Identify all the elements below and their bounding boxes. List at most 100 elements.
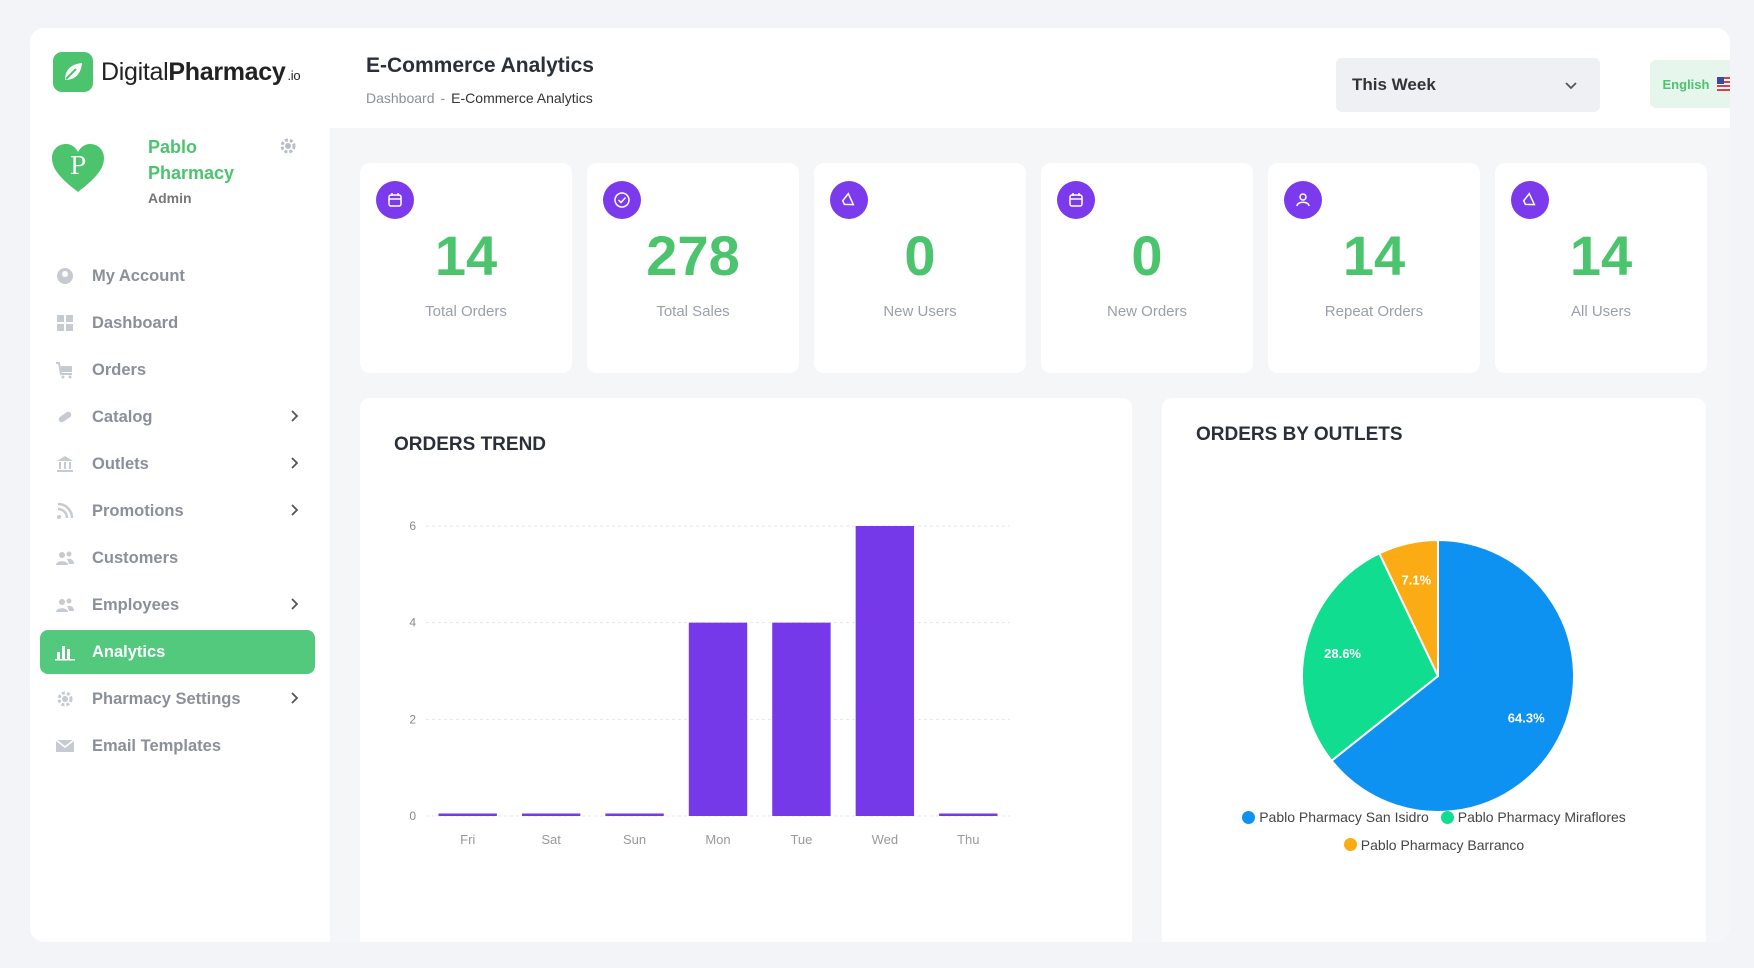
legend-swatch (1440, 810, 1454, 824)
dashboard-grid-icon (54, 312, 76, 334)
profile-role: Admin (148, 190, 192, 206)
us-flag-icon (1717, 77, 1730, 91)
sidebar-item-label: Customers (92, 548, 179, 567)
breadcrumb-separator: - (440, 90, 446, 106)
cart-icon (54, 359, 76, 381)
sidebar-item-catalog[interactable]: Catalog (40, 395, 315, 439)
sidebar-item-label: Outlets (92, 454, 149, 473)
brand-logo[interactable]: DigitalPharmacy .io (53, 52, 301, 92)
bar-sat[interactable] (521, 813, 581, 817)
top-header: E-Commerce Analytics Dashboard - E-Commerc… (330, 28, 1730, 128)
x-tick-label: Sun (623, 832, 646, 847)
megaphone-icon (1511, 181, 1549, 219)
legend-item[interactable]: Pablo Pharmacy Miraflores (1440, 804, 1626, 830)
bar-tue[interactable] (772, 622, 831, 816)
bar-fri[interactable] (438, 813, 497, 817)
chevron-right-icon (291, 457, 299, 469)
pie-slice[interactable] (1377, 538, 1439, 677)
profile-card: P Pablo Pharmacy Admin (50, 132, 310, 212)
legend-item[interactable]: Pablo Pharmacy Barranco (1343, 832, 1524, 858)
stat-label: New Orders (1106, 303, 1188, 320)
stat-card-repeat-orders: 14 Repeat Orders (1268, 163, 1480, 373)
chevron-right-icon (291, 692, 299, 704)
stat-card-total-orders: 14 Total Orders (360, 163, 572, 373)
sidebar-item-label: My Account (92, 266, 185, 285)
x-tick-label: Wed (872, 832, 899, 847)
stat-label: New Users (883, 303, 957, 320)
bar-chart-icon (54, 641, 76, 663)
brand-name-light: Digital (101, 57, 169, 86)
chart-legend: Pablo Pharmacy San Isidro Pablo Pharmacy… (1162, 804, 1706, 859)
sidebar-item-orders[interactable]: Orders (40, 348, 315, 392)
language-label: English (1662, 76, 1710, 92)
sidebar-item-promotions[interactable]: Promotions (40, 489, 315, 533)
megaphone-icon (830, 181, 868, 219)
chart-title: ORDERS BY OUTLETS (1196, 424, 1403, 445)
pie-data-label: 28.6% (1324, 646, 1361, 661)
bar-sun[interactable] (605, 813, 664, 817)
page-title: E-Commerce Analytics (366, 54, 594, 77)
breadcrumb-current: E-Commerce Analytics (451, 90, 593, 106)
calendar-icon (1057, 181, 1095, 219)
bar-wed[interactable] (855, 526, 915, 816)
chevron-right-icon (291, 410, 299, 422)
stat-label: Total Sales (656, 303, 730, 320)
sidebar-item-label: Email Templates (92, 736, 221, 755)
bar-mon[interactable] (688, 622, 748, 816)
pie-slice[interactable] (1330, 538, 1575, 813)
stat-label: All Users (1570, 303, 1631, 320)
app-frame: DigitalPharmacy .io P Pablo Pharmacy Admi… (30, 28, 1730, 942)
stat-value: 14 (1569, 224, 1633, 287)
sidebar-item-analytics[interactable]: Analytics (40, 630, 315, 674)
profile-name: Pablo Pharmacy (148, 137, 235, 183)
stat-card-new-orders: 0 New Orders (1041, 163, 1253, 373)
sidebar-item-dashboard[interactable]: Dashboard (40, 301, 315, 345)
date-range-select[interactable]: This Week (1336, 58, 1600, 112)
sidebar-item-label: Promotions (92, 501, 184, 520)
x-tick-label: Fri (460, 832, 475, 847)
legend-label: Pablo Pharmacy Miraflores (1457, 809, 1626, 825)
orders-trend-card: ORDERS TREND 0 2 4 6 Fri Sat Sun Mon Tue Wed Thu (360, 398, 1132, 942)
sidebar-item-label: Orders (92, 360, 147, 379)
gear-icon (54, 688, 76, 710)
gear-icon[interactable] (278, 136, 298, 156)
pie-data-label: 64.3% (1508, 711, 1545, 726)
x-tick-label: Tue (790, 832, 812, 847)
stat-value: 0 (1131, 224, 1163, 287)
orders-by-outlets-card: ORDERS BY OUTLETS 64.3% 28.6% 7.1% Pablo P… (1162, 398, 1706, 942)
sidebar-item-employees[interactable]: Employees (40, 583, 315, 627)
rss-icon (54, 500, 76, 522)
sidebar-item-label: Employees (92, 595, 180, 614)
legend-label: Pablo Pharmacy San Isidro (1259, 809, 1429, 825)
chart-title: ORDERS TREND (394, 434, 547, 455)
avatar-initial: P (70, 152, 86, 180)
sidebar-item-pharmacy-settings[interactable]: Pharmacy Settings (40, 677, 315, 721)
leaf-icon (53, 52, 93, 92)
stat-value: 14 (434, 224, 498, 287)
x-tick-label: Mon (705, 832, 730, 847)
orders-by-outlets-chart: 64.3% 28.6% 7.1% (1301, 538, 1575, 813)
chevron-right-icon (291, 598, 299, 610)
breadcrumb-root-link[interactable]: Dashboard (366, 90, 435, 106)
users-icon (54, 594, 76, 616)
sidebar-item-outlets[interactable]: Outlets (40, 442, 315, 486)
sidebar-item-label: Pharmacy Settings (92, 689, 241, 708)
legend-item[interactable]: Pablo Pharmacy San Isidro (1242, 804, 1429, 830)
sidebar-item-email-templates[interactable]: Email Templates (40, 724, 315, 768)
x-tick-label: Sat (541, 832, 561, 847)
envelope-icon (54, 735, 76, 757)
bar-thu[interactable] (939, 813, 998, 817)
sidebar-item-label: Catalog (92, 407, 153, 426)
x-tick-label: Thu (957, 832, 979, 847)
y-tick-label: 2 (409, 712, 416, 726)
sidebar-item-customers[interactable]: Customers (40, 536, 315, 580)
language-switcher[interactable]: English (1650, 60, 1730, 108)
brand-suffix: .io (287, 67, 301, 83)
sidebar-item-my-account[interactable]: My Account (40, 254, 315, 298)
user-icon (1284, 181, 1322, 219)
stat-value: 278 (646, 224, 740, 287)
stat-label: Total Orders (425, 303, 507, 320)
sidebar-nav: My Account Dashboard Orders Catalog Outl… (40, 254, 315, 771)
brand-name-bold: Pharmacy (168, 57, 286, 86)
stat-value: 14 (1342, 224, 1406, 287)
